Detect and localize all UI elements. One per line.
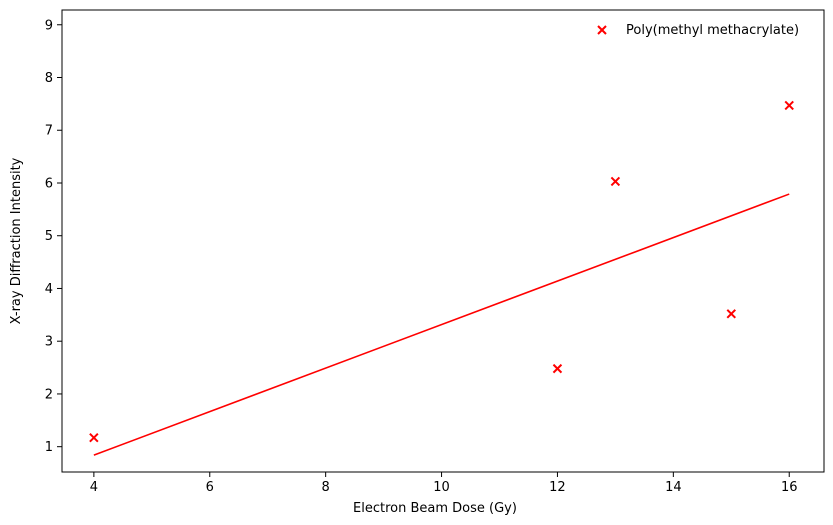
y-tick-label: 6 — [45, 176, 53, 191]
plot-area — [62, 10, 824, 472]
y-tick-label: 7 — [45, 124, 53, 139]
plot-frame — [61, 9, 825, 473]
y-axis-label: X-ray Diffraction Intensity — [9, 157, 24, 324]
x-tick-label: 6 — [206, 480, 214, 495]
legend-label: Poly(methyl methacrylate) — [626, 23, 799, 38]
x-tick-label: 16 — [781, 480, 798, 495]
data-point — [89, 433, 99, 443]
fit-line — [93, 193, 790, 456]
x-tick-label: 4 — [90, 480, 98, 495]
y-tick-label: 5 — [45, 229, 53, 244]
x-tick-label: 10 — [433, 480, 450, 495]
y-tick-label: 3 — [45, 335, 53, 350]
legend-marker-icon — [597, 25, 607, 35]
series-layer — [89, 100, 794, 456]
data-point — [726, 309, 736, 319]
data-point — [784, 100, 794, 111]
x-tick-label: 14 — [665, 480, 682, 495]
data-point — [610, 176, 621, 187]
y-tick-label: 9 — [45, 18, 53, 33]
legend: Poly(methyl methacrylate) — [597, 23, 799, 38]
x-axis-label: Electron Beam Dose (Gy) — [353, 501, 517, 516]
y-tick-label: 2 — [45, 387, 53, 402]
x-tick-label: 12 — [549, 480, 566, 495]
legend-x-marker — [597, 25, 607, 35]
y-tick-label: 4 — [45, 282, 53, 297]
x-tick-label: 8 — [322, 480, 330, 495]
x-axis-ticks: 4 6 8 10 12 14 16 — [90, 472, 798, 495]
data-point — [552, 363, 563, 374]
y-tick-label: 8 — [45, 71, 53, 86]
y-tick-label: 1 — [45, 440, 53, 455]
y-axis-ticks: 1 2 3 4 5 6 7 8 9 — [45, 18, 62, 455]
